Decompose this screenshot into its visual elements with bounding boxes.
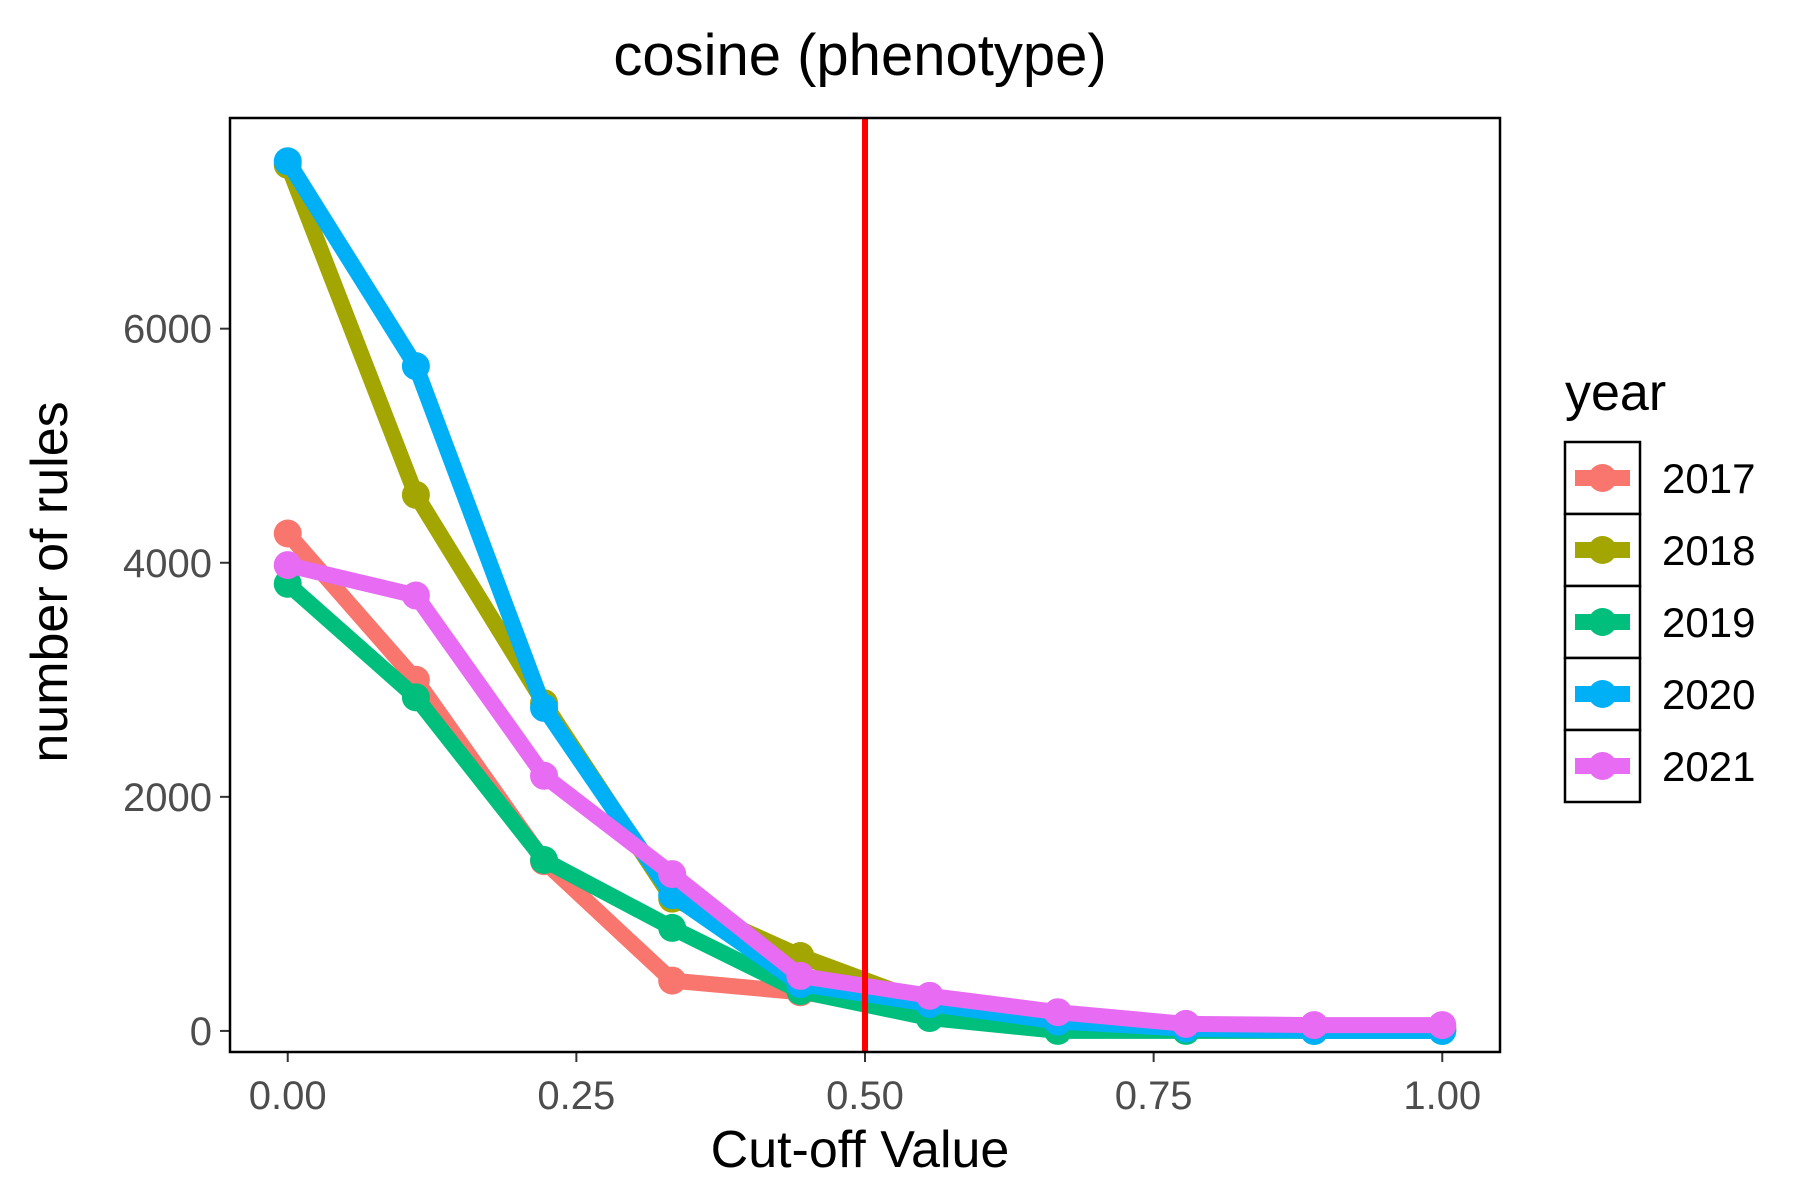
data-point-2021: [1043, 998, 1072, 1027]
y-tick-label: 0: [190, 1010, 212, 1054]
legend-key-point: [1588, 464, 1617, 492]
legend-key-point: [1588, 752, 1617, 780]
data-point-2018: [401, 480, 430, 509]
data-point-2021: [1300, 1011, 1329, 1040]
x-tick-label: 0.00: [249, 1074, 327, 1118]
x-tick-label: 0.50: [826, 1074, 904, 1118]
y-axis-title: number of rules: [21, 401, 79, 762]
legend-key-point: [1588, 680, 1617, 708]
data-point-2021: [915, 981, 944, 1010]
plot-border: [228, 116, 1502, 1054]
data-point-2021: [786, 961, 815, 990]
data-point-2019: [401, 683, 430, 712]
y-tick-label: 2000: [123, 776, 212, 820]
data-point-2017: [273, 519, 302, 548]
legend-label-2021: 2021: [1662, 743, 1755, 790]
legend-label-2020: 2020: [1662, 671, 1755, 718]
legend-key-point: [1588, 536, 1617, 564]
legend-key-point: [1588, 608, 1617, 636]
chart-title: cosine (phenotype): [613, 23, 1106, 88]
data-point-2017: [658, 966, 687, 995]
data-point-2020: [530, 693, 559, 722]
data-point-2019: [658, 913, 687, 942]
legend-label-2019: 2019: [1662, 599, 1755, 646]
plot-area: 0.00 0.25 0.50 0.75 1.00 0 2000 4000 6000: [123, 116, 1502, 1118]
data-point-2021: [401, 581, 430, 610]
y-tick-label: 6000: [123, 308, 212, 352]
data-point-2019: [530, 846, 559, 875]
data-point-2020: [401, 352, 430, 381]
legend-title: year: [1565, 364, 1666, 422]
legend-label-2018: 2018: [1662, 527, 1755, 574]
legend-label-2017: 2017: [1662, 455, 1755, 502]
x-axis-title: Cut-off Value: [711, 1121, 1010, 1179]
x-tick-label: 0.75: [1115, 1074, 1193, 1118]
data-point-2021: [1171, 1009, 1200, 1038]
data-point-2020: [273, 147, 302, 176]
data-point-2021: [530, 761, 559, 790]
legend: year 2017 2018 2019 2020 2021: [1563, 364, 1755, 804]
data-point-2021: [658, 860, 687, 889]
data-point-2021: [273, 551, 302, 580]
x-tick-label: 1.00: [1403, 1074, 1481, 1118]
x-tick-label: 0.25: [537, 1074, 615, 1118]
y-tick-label: 4000: [123, 542, 212, 586]
data-point-2021: [1428, 1011, 1457, 1040]
